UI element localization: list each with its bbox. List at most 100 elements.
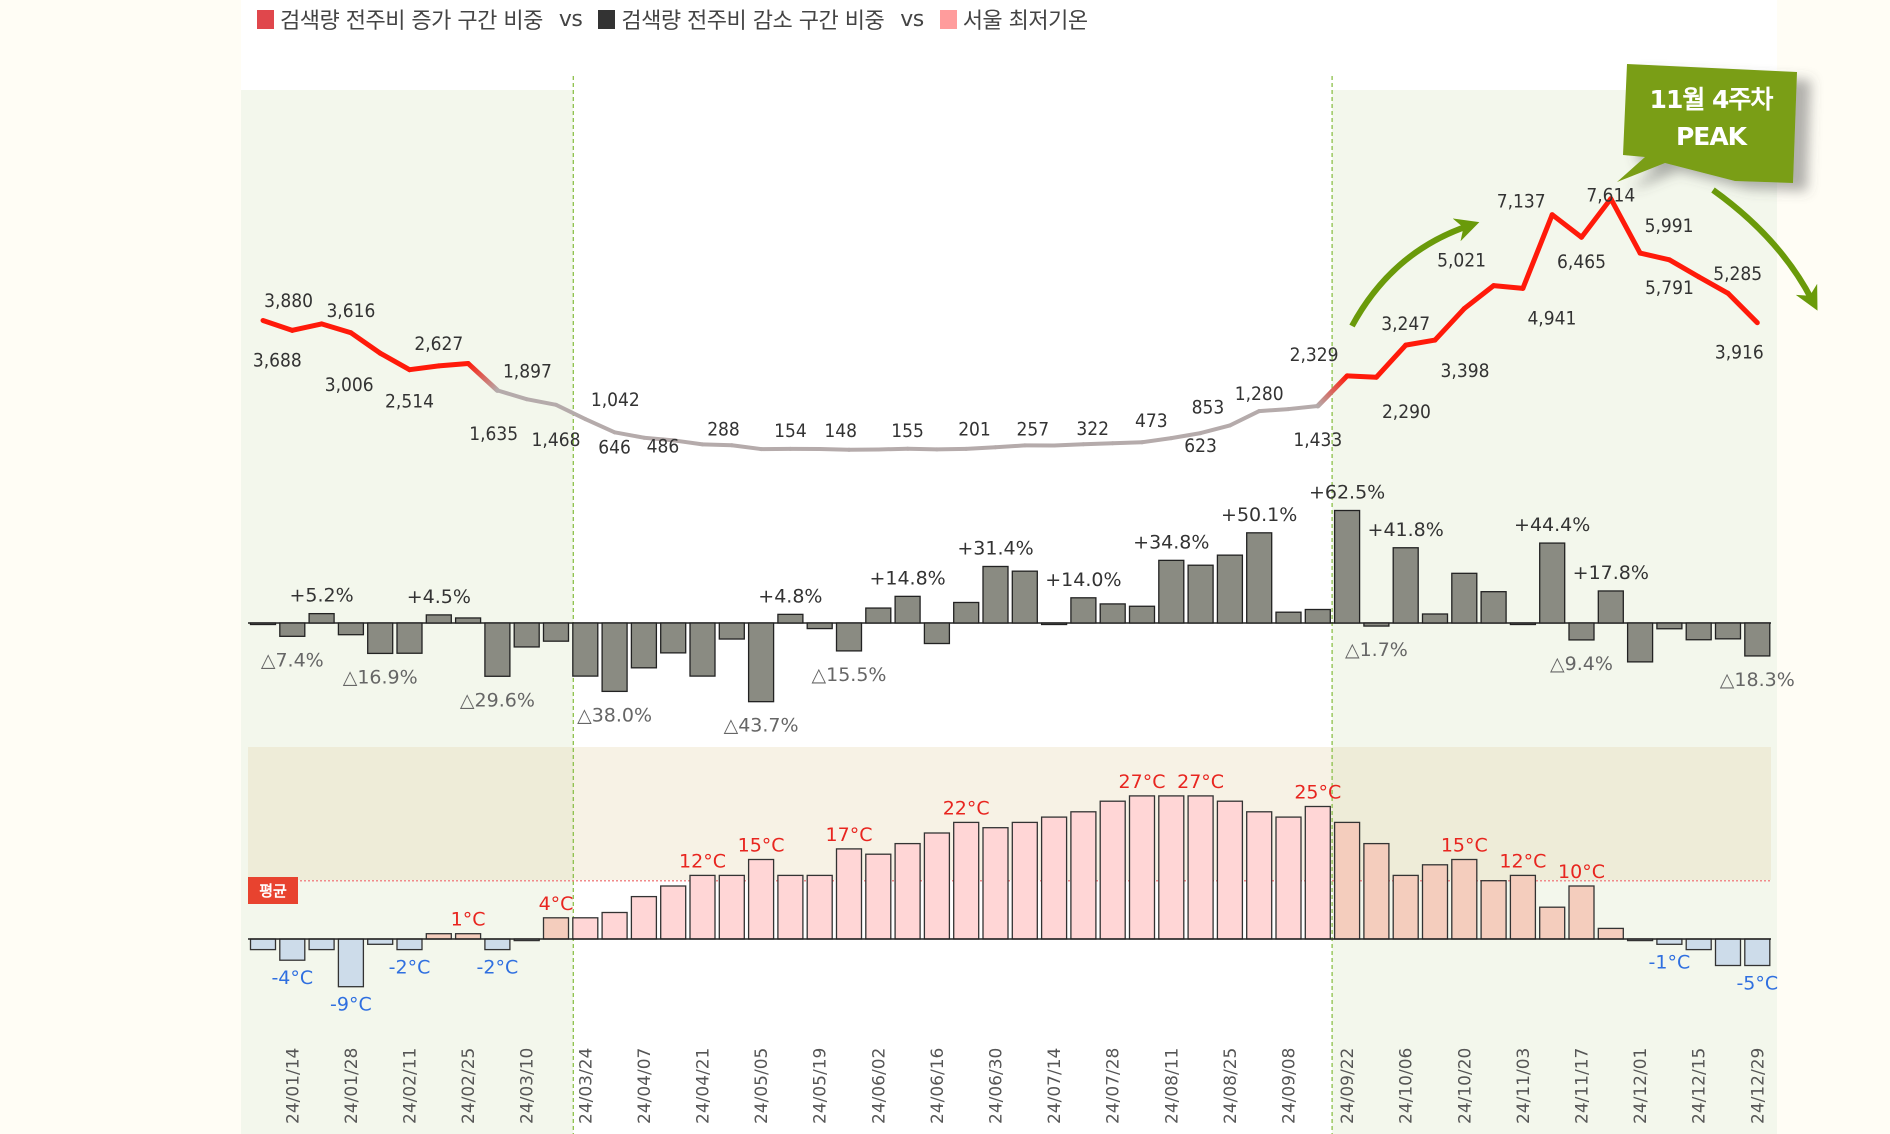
line-segment <box>1344 373 1379 380</box>
wow-bar <box>1539 542 1566 624</box>
line-segment <box>700 442 734 448</box>
temperature-bar <box>1333 821 1361 940</box>
line-segment <box>1579 196 1614 240</box>
x-tick-label: 24/06/30 <box>987 1048 1007 1124</box>
wow-bar <box>806 622 833 630</box>
temperature-bar <box>923 832 951 940</box>
wow-bar <box>1040 622 1068 626</box>
line-data-label: 3,880 <box>264 290 313 312</box>
legend-separator: vs <box>558 6 583 32</box>
wow-bar <box>1158 559 1185 624</box>
line-data-label: 1,468 <box>532 429 581 451</box>
wow-bar <box>1304 608 1331 624</box>
legend: 검색량 전주비 증가 구간 비중 vs 검색량 전주비 감소 구간 비중 vs … <box>257 4 1088 34</box>
temperature-bar <box>953 821 980 940</box>
temperature-data-label: 12°C <box>1499 850 1546 872</box>
line-data-label: 1,042 <box>591 389 640 411</box>
temperature-data-label: 17°C <box>826 824 873 846</box>
line-segment <box>465 360 500 393</box>
wow-bar <box>572 622 599 677</box>
wow-data-label: +34.8% <box>1133 531 1209 553</box>
line-segment <box>1286 403 1320 412</box>
line-data-label: 3,916 <box>1715 342 1764 364</box>
line-segment <box>1198 423 1232 436</box>
temperature-bar <box>777 874 804 940</box>
wow-data-label: +5.2% <box>289 585 353 607</box>
line-segment <box>1666 257 1702 280</box>
line-data-label: 7,614 <box>1586 185 1635 207</box>
line-segment <box>671 438 705 447</box>
legend-label-temperature: 서울 최저기온 <box>962 9 1088 34</box>
wow-bar <box>337 622 365 636</box>
legend-swatch-temperature <box>939 9 957 29</box>
wow-data-label: +14.8% <box>869 567 945 589</box>
x-tick-label: 24/01/28 <box>342 1048 362 1124</box>
line-data-label: 2,290 <box>1382 401 1431 423</box>
line-data-label: 1,433 <box>1293 429 1342 451</box>
line-segment <box>407 363 442 373</box>
x-tick-label: 24/07/28 <box>1104 1048 1124 1124</box>
wow-bar <box>660 622 687 654</box>
wow-bar <box>1744 622 1771 657</box>
wow-bar <box>1363 622 1390 627</box>
temperature-bar <box>835 848 863 940</box>
wow-bar <box>367 622 394 655</box>
temperature-bar <box>1070 811 1097 940</box>
line-data-label: 201 <box>958 418 991 440</box>
wow-data-label: △1.7% <box>1345 639 1408 661</box>
temperature-bar <box>1304 805 1331 940</box>
temperature-data-label: 15°C <box>1441 835 1488 857</box>
temperature-data-label: -5°C <box>1736 973 1778 995</box>
temperature-data-label: 15°C <box>738 835 785 857</box>
line-data-label: 5,285 <box>1713 263 1762 285</box>
wow-bar <box>1275 611 1302 624</box>
temperature-data-label: 4°C <box>539 893 574 915</box>
line-data-label: 2,627 <box>414 333 463 355</box>
temperature-bar <box>337 938 365 988</box>
temperature-bar <box>1421 864 1449 940</box>
line-segment <box>905 446 939 452</box>
temperature-bar <box>1216 800 1244 940</box>
temperature-bar <box>601 911 628 940</box>
line-segment <box>554 402 588 422</box>
temperature-data-label: -2°C <box>389 957 431 979</box>
temperature-bar <box>689 874 716 940</box>
wow-bar <box>1568 622 1595 641</box>
wow-data-label: +44.4% <box>1514 514 1590 536</box>
temperature-bar <box>718 874 745 940</box>
wow-data-label: +41.8% <box>1368 519 1444 541</box>
wow-bar <box>542 622 570 642</box>
temperature-data-label: 25°C <box>1294 782 1341 804</box>
temperature-bar <box>279 938 306 961</box>
temperature-bar <box>1363 842 1390 940</box>
x-tick-label: 24/05/19 <box>811 1048 831 1124</box>
temperature-data-label: 1°C <box>451 909 486 931</box>
x-tick-label: 24/02/11 <box>401 1048 421 1124</box>
wow-data-label: △43.7% <box>724 715 799 737</box>
temperature-bar <box>1744 938 1771 967</box>
wow-data-label: +4.5% <box>407 586 471 608</box>
line-data-label: 3,398 <box>1441 360 1490 382</box>
average-badge: 평균 <box>248 877 298 904</box>
wow-bar <box>1685 622 1712 641</box>
legend-separator: vs <box>900 6 924 32</box>
legend-swatch-decrease <box>598 9 616 29</box>
x-tick-label: 24/11/17 <box>1573 1048 1593 1124</box>
wow-bar <box>747 622 775 703</box>
wow-data-label: +62.5% <box>1309 482 1385 504</box>
wow-bar <box>777 613 804 624</box>
wow-bar <box>923 622 951 645</box>
wow-bar <box>1392 547 1419 624</box>
line-data-label: 853 <box>1192 396 1225 418</box>
peak-callout-bubble <box>1617 64 1797 183</box>
wow-data-label: △9.4% <box>1550 653 1613 675</box>
line-data-label: 3,006 <box>325 374 374 396</box>
temperature-bar <box>1392 874 1419 940</box>
average-badge-bg <box>248 877 298 904</box>
temperature-bar <box>1480 880 1507 940</box>
line-segment <box>436 360 471 369</box>
line-data-label: 5,791 <box>1645 277 1694 299</box>
wow-bar <box>1480 591 1507 624</box>
x-tick-label: 24/11/03 <box>1514 1048 1534 1124</box>
line-segment <box>524 397 558 407</box>
